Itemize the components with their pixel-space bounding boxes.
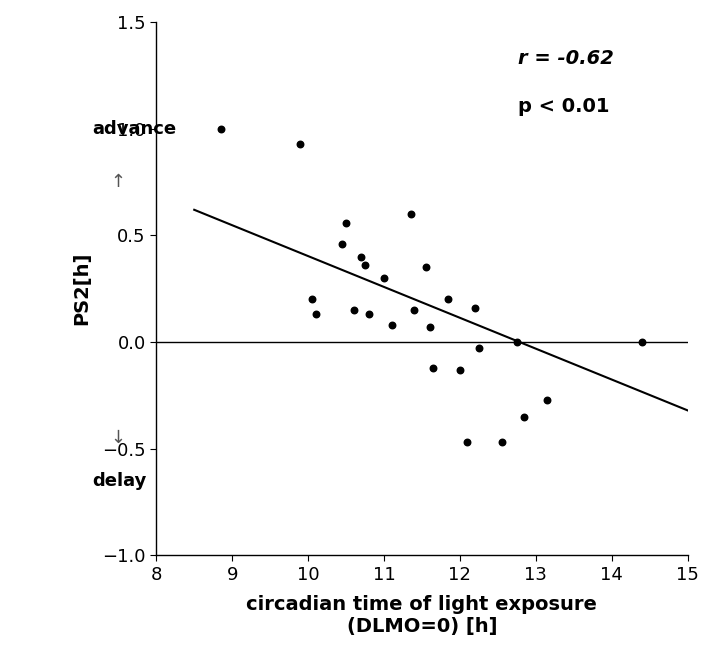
Point <box>428 363 439 373</box>
Point <box>496 437 508 448</box>
Point <box>454 365 466 375</box>
Point <box>363 309 375 320</box>
Point <box>405 209 416 219</box>
X-axis label: circadian time of light exposure
(DLMO=0) [h]: circadian time of light exposure (DLMO=0… <box>246 595 598 636</box>
Point <box>424 322 436 333</box>
Point <box>443 294 454 305</box>
Text: advance: advance <box>92 120 176 138</box>
Text: ↓: ↓ <box>110 429 125 447</box>
Point <box>636 337 648 347</box>
Point <box>473 343 485 353</box>
Text: p < 0.01: p < 0.01 <box>518 97 609 116</box>
Point <box>341 217 352 228</box>
Point <box>518 411 530 422</box>
Point <box>356 251 367 262</box>
Point <box>310 309 321 320</box>
Text: r = -0.62: r = -0.62 <box>518 49 613 68</box>
Point <box>541 395 553 405</box>
Point <box>359 260 371 270</box>
Point <box>511 337 523 347</box>
Text: delay: delay <box>92 472 146 490</box>
Point <box>348 305 359 315</box>
Point <box>386 320 397 330</box>
Text: ↑: ↑ <box>110 173 125 191</box>
Point <box>306 294 318 305</box>
Point <box>408 305 420 315</box>
Point <box>420 262 431 273</box>
Point <box>378 273 390 283</box>
Point <box>336 239 348 249</box>
Y-axis label: PS2[h]: PS2[h] <box>72 252 91 326</box>
Point <box>469 303 481 313</box>
Point <box>295 139 306 149</box>
Point <box>462 437 473 448</box>
Point <box>215 124 226 134</box>
